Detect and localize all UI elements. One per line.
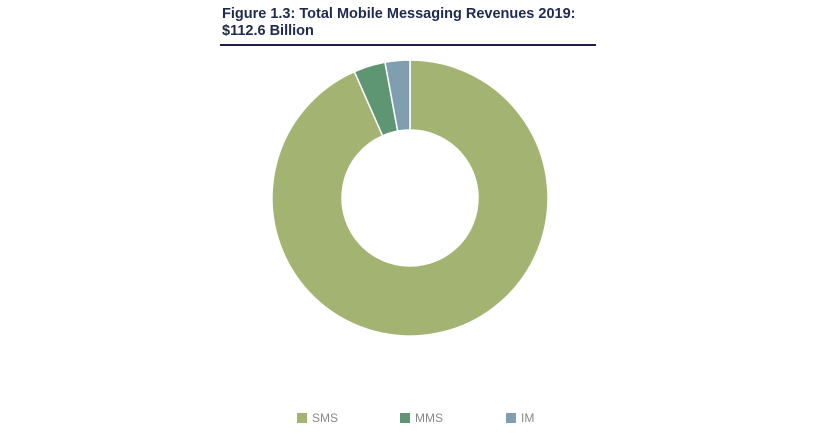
legend-label-sms: SMS <box>312 411 339 425</box>
chart-title-line1: Figure 1.3: Total Mobile Messaging Reven… <box>222 6 576 22</box>
legend-label-mms: MMS <box>415 411 443 425</box>
legend-label-im: IM <box>521 411 535 425</box>
legend-swatch-im <box>506 413 516 423</box>
legend-item-im: IM <box>506 411 534 425</box>
legend-swatch-sms <box>297 413 307 423</box>
legend-swatch-mms <box>400 413 410 423</box>
legend: SMS MMS IM <box>0 411 822 427</box>
legend-item-mms: MMS <box>400 411 443 425</box>
chart-subtitle: $112.6 Billion <box>222 23 314 39</box>
legend-item-sms: SMS <box>297 411 338 425</box>
slice-sms <box>271 59 549 337</box>
chart-title: Figure 1.3: Total Mobile Messaging Reven… <box>222 6 596 40</box>
slice-im <box>384 59 411 132</box>
title-divider <box>220 44 596 46</box>
